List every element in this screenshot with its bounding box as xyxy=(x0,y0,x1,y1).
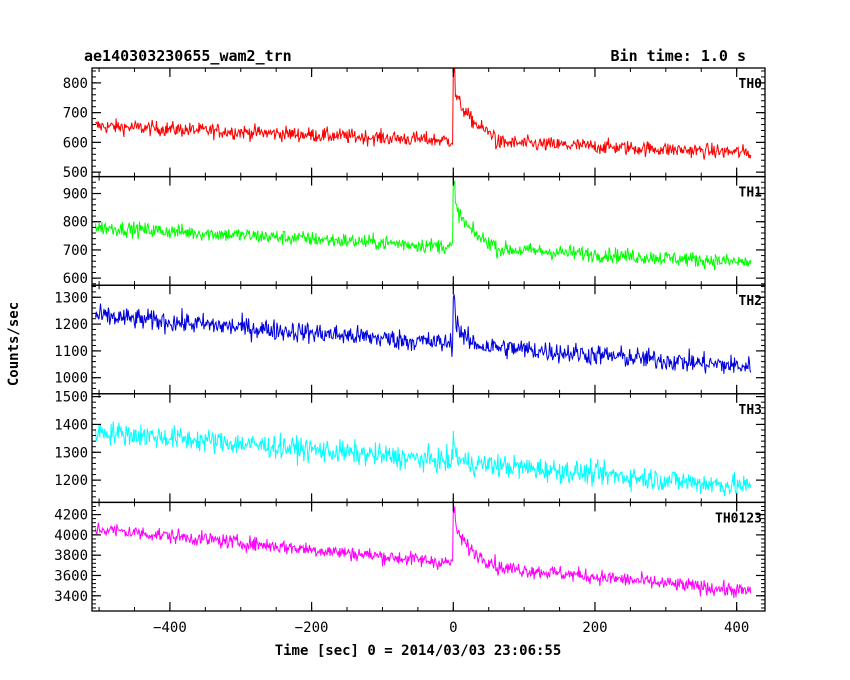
series-line-th0123 xyxy=(95,506,752,599)
x-tick-label: 400 xyxy=(724,620,749,636)
y-tick-label: 1200 xyxy=(54,317,88,333)
y-tick-label: 3400 xyxy=(54,589,88,605)
x-tick-label: 0 xyxy=(449,620,457,636)
y-tick-label: 900 xyxy=(63,187,88,203)
panel-label-th2: TH2 xyxy=(739,294,762,309)
series-line-th1 xyxy=(95,180,752,271)
panel-th0: 500 600 700 800 TH0 xyxy=(63,67,766,181)
panel-label-th1: TH1 xyxy=(739,186,763,201)
panel-th2: 1000 1100 1200 1300 TH2 xyxy=(54,284,766,395)
y-tick-label: 3800 xyxy=(54,548,88,564)
y-tick-label: 700 xyxy=(63,243,88,259)
y-tick-label: 1500 xyxy=(54,390,88,406)
panel-label-th0123: TH0123 xyxy=(715,511,762,526)
y-tick-label: 700 xyxy=(63,106,88,122)
y-tick-label: 3600 xyxy=(54,568,88,584)
panel-frame xyxy=(91,501,766,612)
x-tick-label: 200 xyxy=(582,620,607,636)
series-line-th2 xyxy=(95,294,752,374)
y-tick-label: 4000 xyxy=(54,528,88,544)
y-tick-label: 1100 xyxy=(54,344,88,360)
y-tick-label: 1400 xyxy=(54,417,88,433)
series-line-th3 xyxy=(95,421,752,497)
series-line-th0 xyxy=(95,68,752,160)
y-tick-label: 1300 xyxy=(54,290,88,306)
x-axis: −400 −200 0 200 400 xyxy=(153,620,749,636)
panel-label-th0: TH0 xyxy=(739,77,763,92)
x-tick-label: −400 xyxy=(153,620,187,636)
y-tick-label: 800 xyxy=(63,76,88,92)
y-tick-label: 1000 xyxy=(54,371,88,387)
panel-label-th3: TH3 xyxy=(739,403,762,418)
chart-title: ae140303230655_wam2_trn xyxy=(84,47,292,65)
y-axis-label: Counts/sec xyxy=(6,302,22,386)
y-tick-label: 1300 xyxy=(54,445,88,461)
y-tick-label: 500 xyxy=(63,165,88,181)
y-tick-label: 4200 xyxy=(54,508,88,524)
panel-th1: 600 700 800 900 TH1 xyxy=(63,175,766,287)
panels-group: 500 600 700 800 TH0 600 700 800 900 TH1 1000 1100 12… xyxy=(54,67,766,612)
panel-th3: 1200 1300 1400 1500 TH3 xyxy=(54,390,766,504)
y-tick-label: 600 xyxy=(63,135,88,151)
y-tick-label: 600 xyxy=(63,271,88,287)
panel-frame xyxy=(91,67,766,178)
y-tick-label: 1200 xyxy=(54,473,88,489)
x-axis-label: Time [sec] 0 = 2014/03/03 23:06:55 xyxy=(275,643,562,659)
x-tick-label: −200 xyxy=(295,620,329,636)
bin-time-label: Bin time: 1.0 s xyxy=(611,47,746,65)
panel-th0123: 3400 3600 3800 4000 4200 TH0123 xyxy=(54,501,766,612)
y-tick-label: 800 xyxy=(63,215,88,231)
